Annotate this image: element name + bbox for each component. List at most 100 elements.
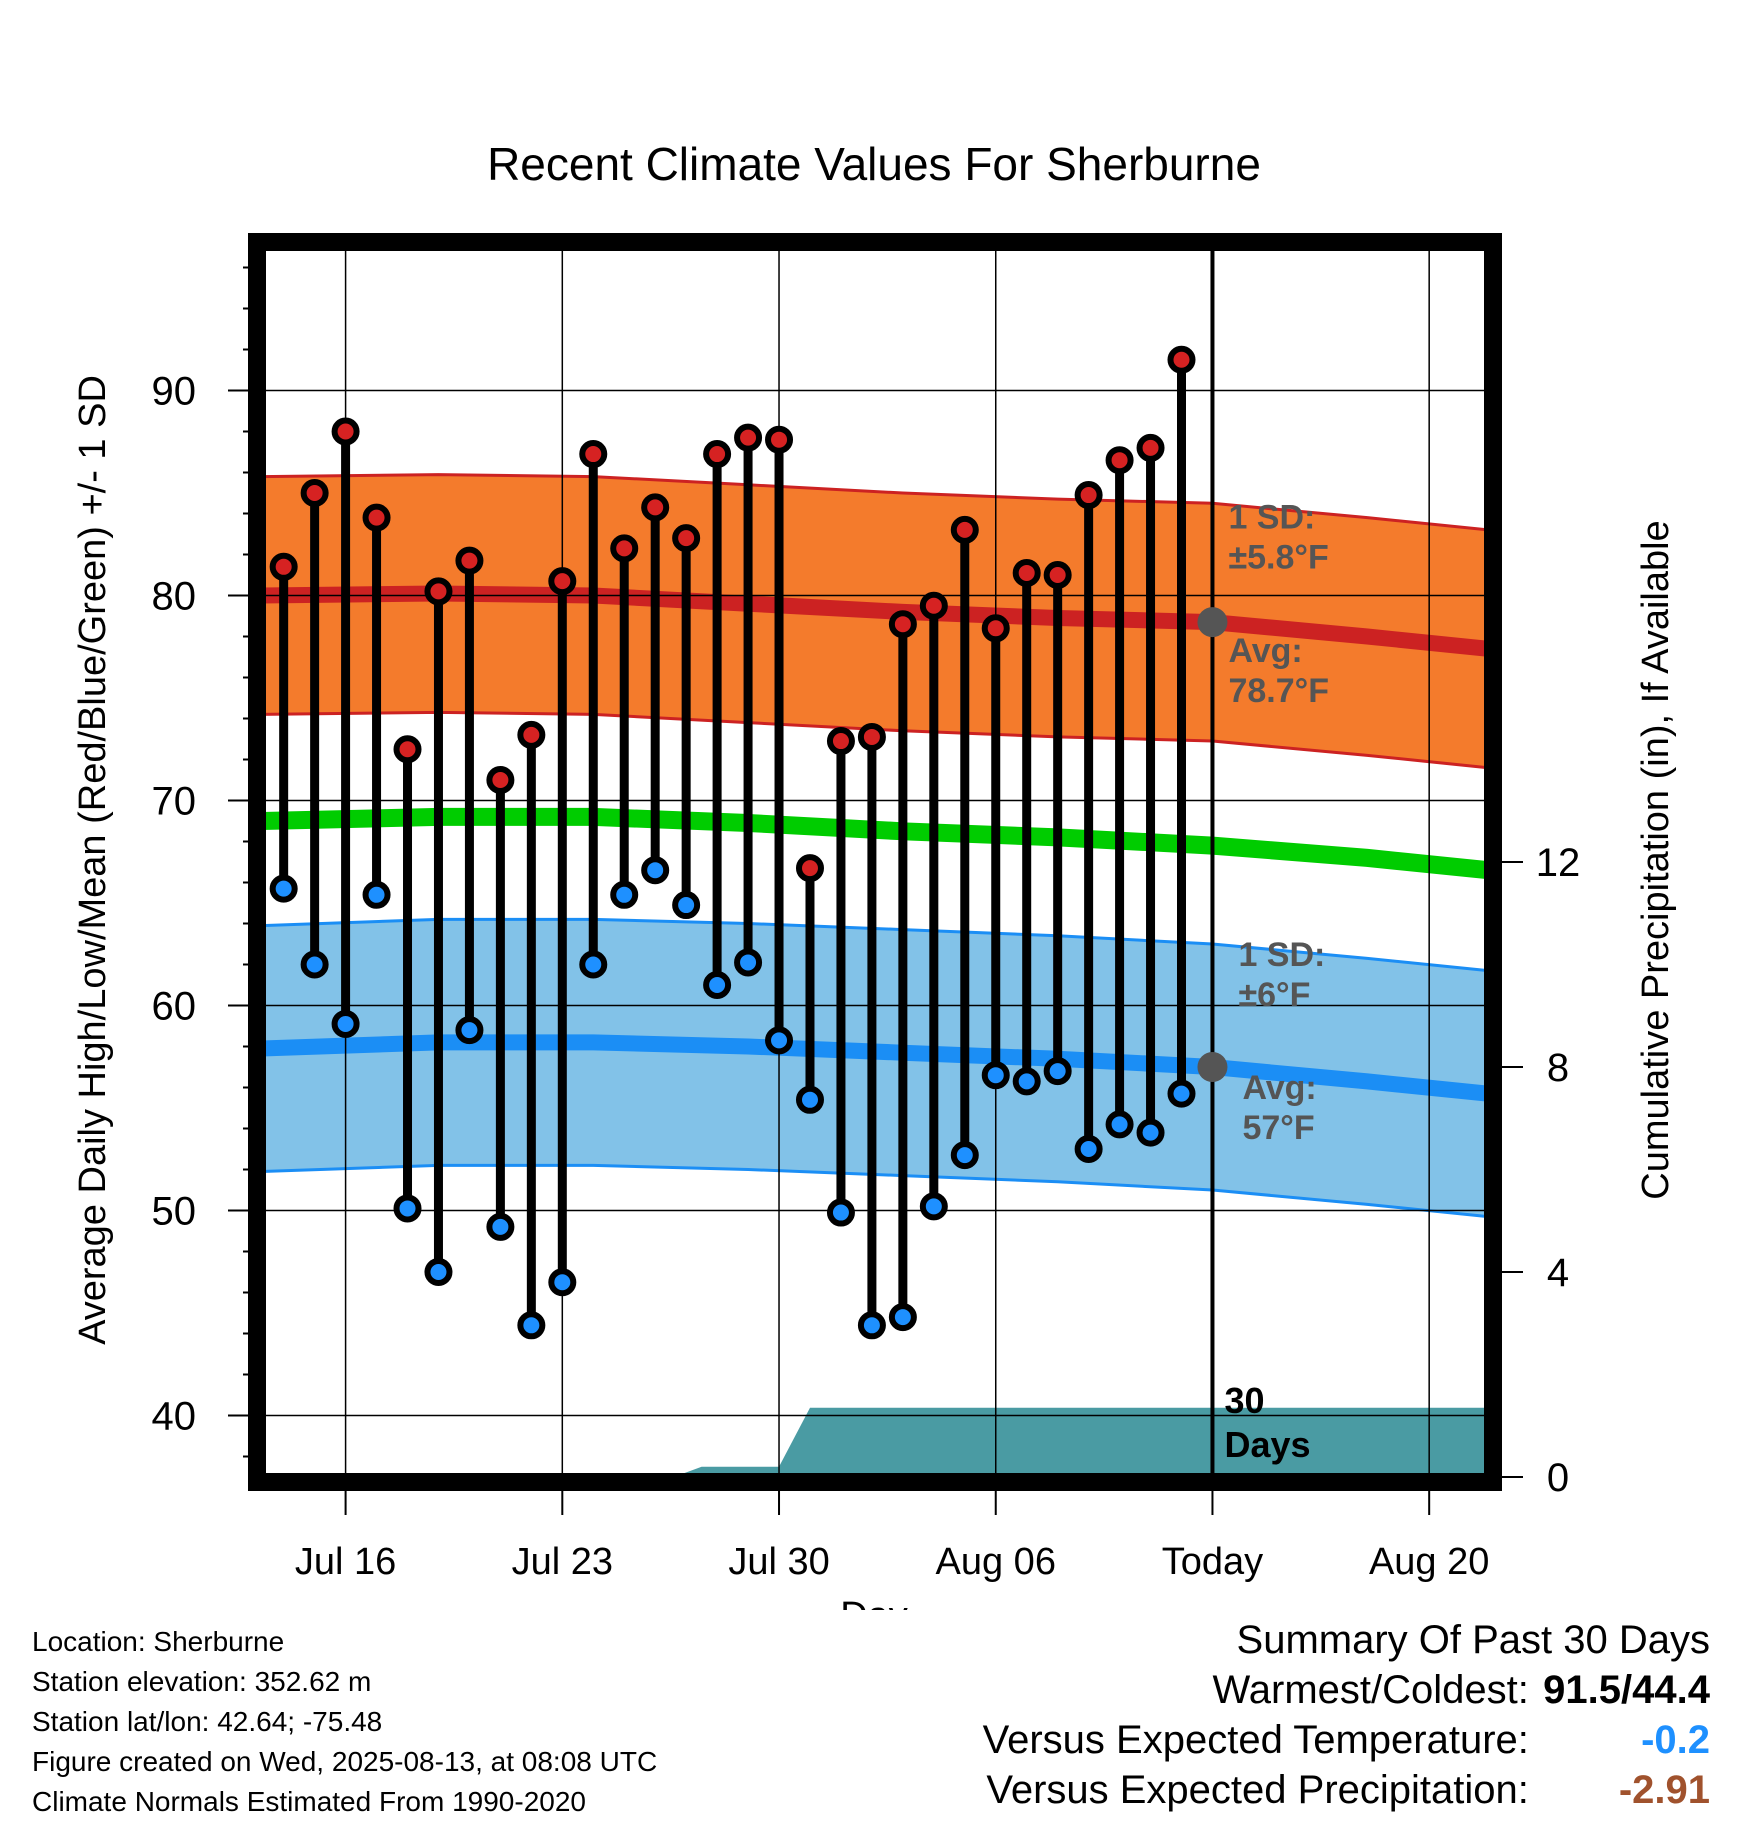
daily-low-marker [857, 1311, 886, 1340]
daily-low-marker [1167, 1079, 1196, 1108]
daily-low-marker [455, 1016, 484, 1045]
daily-high-marker [517, 720, 546, 749]
daily-low-marker [795, 1085, 824, 1114]
high-avg-label: Avg: 78.7°F [1228, 632, 1329, 710]
daily-low-marker [703, 971, 732, 999]
x-tick-label: Aug 20 [1369, 1541, 1489, 1583]
daily-low-marker [579, 950, 608, 979]
precip-area [262, 1407, 1488, 1477]
daily-high-marker [703, 440, 732, 469]
daily-low-marker [362, 880, 391, 909]
x-tick-label: Jul 16 [295, 1541, 396, 1583]
daily-high-marker [300, 479, 329, 507]
temp-deviation-label: Versus Expected Temperature: [982, 1718, 1529, 1762]
x-axis-label: Day [840, 1595, 908, 1610]
daily-low-marker [1012, 1067, 1041, 1096]
elevation-text: Station elevation: 352.62 m [32, 1666, 372, 1697]
daily-high-marker [331, 417, 360, 446]
left-tick-label: 80 [152, 575, 197, 619]
daily-high-marker [1012, 558, 1041, 587]
precip-deviation-value: -2.91 [1618, 1768, 1710, 1812]
high-avg-today-dot [1197, 607, 1228, 638]
daily-low-marker [548, 1268, 577, 1297]
daily-high-marker [455, 546, 484, 575]
plot-frame [248, 233, 1502, 1491]
daily-low-marker [672, 891, 701, 920]
daily-high-marker [857, 722, 886, 751]
daily-low-marker [424, 1258, 453, 1286]
normals-text: Climate Normals Estimated From 1990-2020 [32, 1786, 586, 1817]
daily-high-marker [1074, 481, 1103, 510]
x-tick-label: Jul 23 [512, 1541, 613, 1583]
climate-chart: Recent Climate Values For Sherburne 1 SD… [72, 138, 1677, 1610]
x-tick-label: Jul 30 [728, 1541, 829, 1583]
daily-low-marker [517, 1311, 546, 1340]
right-tick-label: 0 [1547, 1456, 1569, 1500]
daily-high-marker [1136, 433, 1165, 462]
low-sd-label: 1 SD: ±6°F [1238, 936, 1325, 1014]
daily-high-marker [765, 425, 794, 454]
summary-panel: Summary Of Past 30 Days Warmest/Coldest:… [983, 1615, 1710, 1815]
daily-high-marker [795, 854, 824, 883]
low-avg-today-dot [1197, 1052, 1228, 1082]
daily-low-marker [331, 1009, 360, 1038]
daily-low-marker [888, 1303, 917, 1332]
daily-high-marker [981, 614, 1010, 643]
daily-low-marker [981, 1061, 1010, 1090]
warm-cold-value: 91.5/44.4 [1543, 1668, 1710, 1712]
daily-low-marker [1136, 1118, 1165, 1147]
daily-low-marker [1043, 1057, 1072, 1086]
daily-low-marker [393, 1194, 422, 1223]
daily-high-marker [610, 534, 639, 563]
warm-cold-label: Warmest/Coldest: [1212, 1668, 1529, 1712]
daily-high-marker [424, 577, 453, 606]
daily-low-marker [950, 1141, 979, 1170]
high-sd-label: 1 SD: ±5.8°F [1228, 498, 1328, 576]
left-tick-label: 50 [152, 1190, 197, 1234]
temp-deviation-value: -0.2 [1641, 1718, 1710, 1762]
high-band-upper-edge [262, 473, 1488, 532]
daily-high-marker [641, 493, 670, 522]
left-tick-label: 40 [152, 1395, 197, 1439]
daily-low-marker [826, 1198, 855, 1227]
left-tick-label: 60 [152, 985, 197, 1029]
low-avg-label: Avg: 57°F [1242, 1069, 1316, 1147]
x-tick-label: Today [1162, 1541, 1263, 1583]
daily-high-marker [826, 727, 855, 756]
daily-low-marker [610, 880, 639, 909]
left-tick-label: 70 [152, 780, 197, 824]
daily-low-marker [734, 948, 763, 977]
daily-high-marker [393, 735, 422, 764]
y-axis-right-label: Cumulative Precipitation (in), If Availa… [1635, 520, 1677, 1199]
daily-high-marker [919, 591, 948, 620]
daily-high-marker [579, 440, 608, 469]
daily-high-marker [486, 766, 515, 794]
daily-low-marker [641, 856, 670, 885]
daily-high-marker [888, 610, 917, 639]
daily-high-marker [1043, 561, 1072, 589]
daily-high-marker [672, 524, 701, 553]
period-label: 30 Days [1224, 1380, 1310, 1465]
latlon-text: Station lat/lon: 42.64; -75.48 [32, 1706, 383, 1737]
daily-high-marker [548, 567, 577, 596]
right-tick-label: 4 [1547, 1251, 1569, 1295]
daily-low-marker [1074, 1135, 1103, 1163]
chart-title: Recent Climate Values For Sherburne [487, 138, 1261, 190]
daily-high-marker [734, 423, 763, 452]
daily-high-marker [1105, 446, 1134, 475]
station-info: Location: Sherburne Station elevation: 3… [32, 1622, 657, 1822]
left-tick-label: 90 [152, 370, 197, 414]
daily-low-marker [486, 1212, 515, 1241]
right-tick-label: 8 [1547, 1046, 1569, 1090]
summary-heading: Summary Of Past 30 Days [1236, 1618, 1710, 1662]
daily-low-marker [1105, 1110, 1134, 1139]
y-axis-left-label: Average Daily High/Low/Mean (Red/Blue/Gr… [72, 375, 114, 1345]
daily-low-marker [300, 950, 329, 979]
precip-deviation-label: Versus Expected Precipitation: [986, 1768, 1529, 1812]
daily-low-marker [269, 874, 298, 903]
location-text: Location: Sherburne [32, 1626, 285, 1657]
daily-high-marker [269, 552, 298, 581]
daily-high-marker [362, 503, 391, 532]
right-tick-label: 12 [1536, 841, 1581, 885]
x-tick-label: Aug 06 [936, 1541, 1056, 1583]
